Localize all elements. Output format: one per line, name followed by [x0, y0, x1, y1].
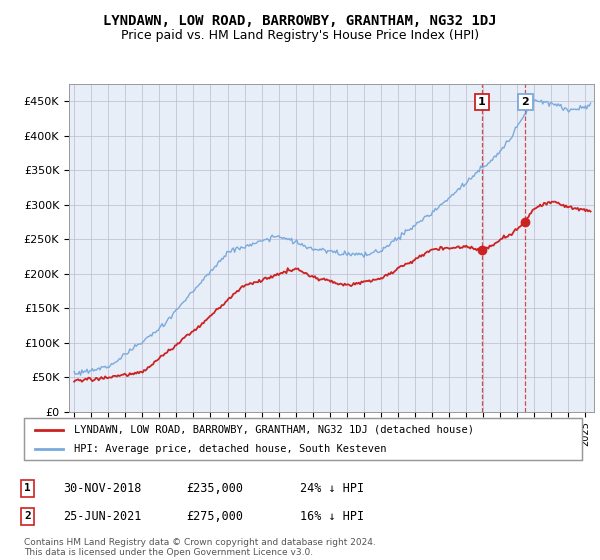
Text: 25-JUN-2021: 25-JUN-2021 — [63, 510, 142, 523]
Text: Price paid vs. HM Land Registry's House Price Index (HPI): Price paid vs. HM Land Registry's House … — [121, 29, 479, 42]
Text: LYNDAWN, LOW ROAD, BARROWBY, GRANTHAM, NG32 1DJ: LYNDAWN, LOW ROAD, BARROWBY, GRANTHAM, N… — [103, 14, 497, 28]
Text: £275,000: £275,000 — [186, 510, 243, 523]
Text: 1: 1 — [478, 97, 486, 107]
Text: 30-NOV-2018: 30-NOV-2018 — [63, 482, 142, 495]
Text: LYNDAWN, LOW ROAD, BARROWBY, GRANTHAM, NG32 1DJ (detached house): LYNDAWN, LOW ROAD, BARROWBY, GRANTHAM, N… — [74, 424, 474, 435]
Text: £235,000: £235,000 — [186, 482, 243, 495]
Text: 2: 2 — [521, 97, 529, 107]
Text: 2: 2 — [24, 511, 31, 521]
Text: HPI: Average price, detached house, South Kesteven: HPI: Average price, detached house, Sout… — [74, 444, 387, 454]
Text: Contains HM Land Registry data © Crown copyright and database right 2024.
This d: Contains HM Land Registry data © Crown c… — [24, 538, 376, 557]
Text: 16% ↓ HPI: 16% ↓ HPI — [300, 510, 364, 523]
Text: 24% ↓ HPI: 24% ↓ HPI — [300, 482, 364, 495]
Text: 1: 1 — [24, 483, 31, 493]
